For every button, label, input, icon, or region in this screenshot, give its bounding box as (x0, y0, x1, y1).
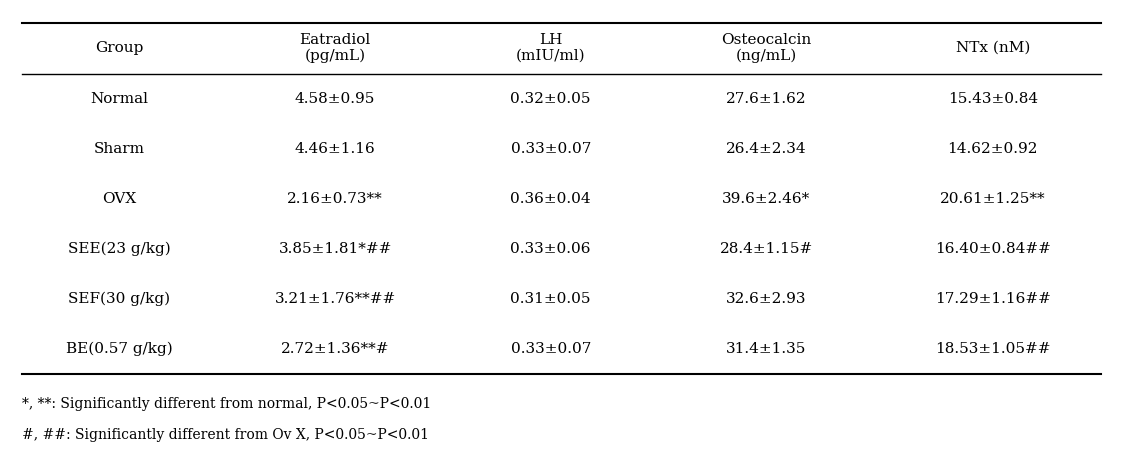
Text: SEE(23 g/kg): SEE(23 g/kg) (69, 242, 171, 256)
Text: #, ##: Significantly different from Ov X, P<0.05~P<0.01: #, ##: Significantly different from Ov X… (22, 428, 429, 442)
Text: Osteocalcin
(ng/mL): Osteocalcin (ng/mL) (721, 33, 812, 64)
Text: 0.33±0.06: 0.33±0.06 (511, 242, 591, 256)
Text: 32.6±2.93: 32.6±2.93 (727, 292, 806, 306)
Text: BE(0.57 g/kg): BE(0.57 g/kg) (66, 342, 173, 356)
Text: 2.72±1.36**#: 2.72±1.36**# (281, 342, 390, 356)
Text: 17.29±1.16##: 17.29±1.16## (934, 292, 1051, 306)
Text: 4.58±0.95: 4.58±0.95 (295, 92, 375, 106)
Text: 0.31±0.05: 0.31±0.05 (511, 292, 591, 306)
Text: 18.53±1.05##: 18.53±1.05## (935, 342, 1050, 356)
Text: OVX: OVX (102, 192, 137, 206)
Text: 3.21±1.76**##: 3.21±1.76**## (274, 292, 395, 306)
Text: 26.4±2.34: 26.4±2.34 (727, 142, 806, 156)
Text: NTx (nM): NTx (nM) (956, 41, 1030, 55)
Text: LH
(mIU/ml): LH (mIU/ml) (515, 33, 585, 63)
Text: 2.16±0.73**: 2.16±0.73** (287, 192, 383, 206)
Text: 4.46±1.16: 4.46±1.16 (294, 142, 375, 156)
Text: 27.6±1.62: 27.6±1.62 (727, 92, 806, 106)
Text: Normal: Normal (91, 92, 148, 106)
Text: 0.33±0.07: 0.33±0.07 (511, 342, 591, 356)
Text: Sharm: Sharm (94, 142, 145, 156)
Text: Eatradiol
(pg/mL): Eatradiol (pg/mL) (300, 33, 371, 64)
Text: 15.43±0.84: 15.43±0.84 (948, 92, 1038, 106)
Text: 0.33±0.07: 0.33±0.07 (511, 142, 591, 156)
Text: 0.36±0.04: 0.36±0.04 (511, 192, 591, 206)
Text: 28.4±1.15#: 28.4±1.15# (720, 242, 813, 256)
Text: 3.85±1.81*##: 3.85±1.81*## (279, 242, 392, 256)
Text: 0.32±0.05: 0.32±0.05 (511, 92, 591, 106)
Text: 39.6±2.46*: 39.6±2.46* (722, 192, 811, 206)
Text: 16.40±0.84##: 16.40±0.84## (934, 242, 1051, 256)
Text: 14.62±0.92: 14.62±0.92 (948, 142, 1038, 156)
Text: SEF(30 g/kg): SEF(30 g/kg) (69, 292, 171, 306)
Text: 31.4±1.35: 31.4±1.35 (727, 342, 806, 356)
Text: 20.61±1.25**: 20.61±1.25** (940, 192, 1046, 206)
Text: *, **: Significantly different from normal, P<0.05~P<0.01: *, **: Significantly different from norm… (22, 397, 431, 411)
Text: Group: Group (95, 41, 144, 55)
